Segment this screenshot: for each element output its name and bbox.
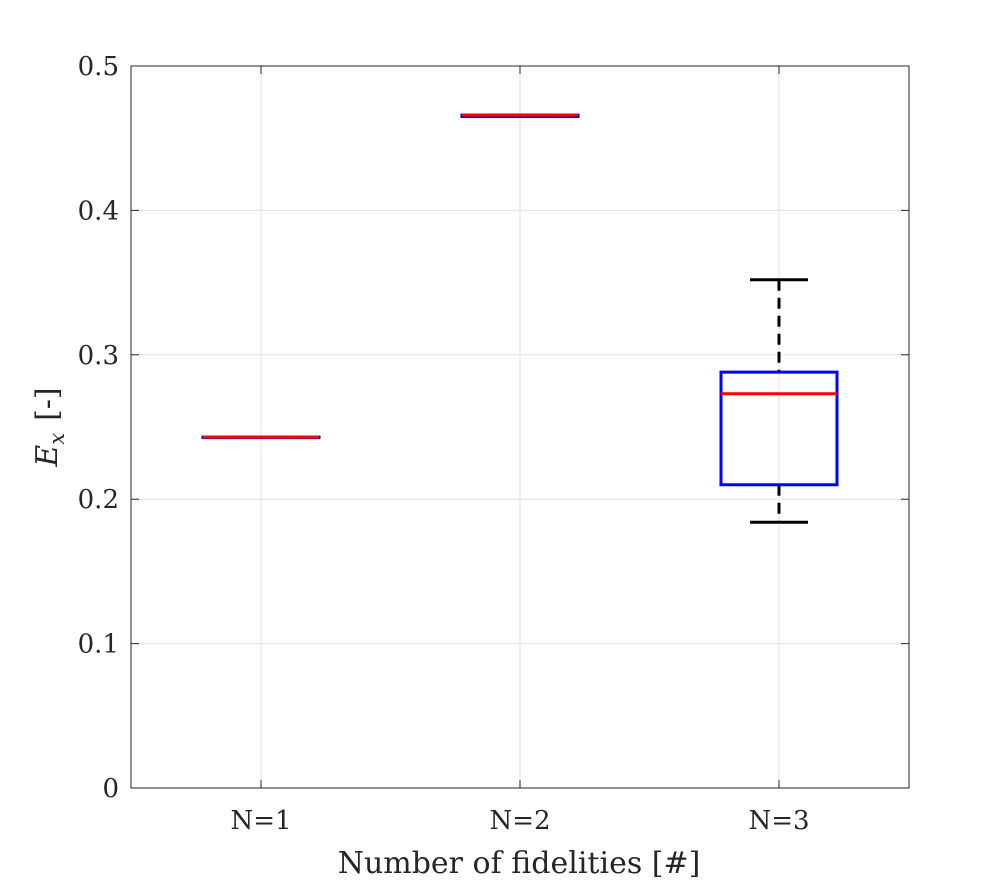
axis-ticks: 0 0.1 0.2 0.3 0.4 0.5 N=1 N=2 N=3	[78, 52, 909, 836]
y-tick-label: 0	[102, 774, 119, 804]
x-tick-label: N=1	[230, 806, 291, 836]
y-tick-label: 0.1	[78, 630, 119, 660]
y-axis-symbol: E	[30, 445, 65, 468]
y-tick-label: 0.2	[78, 485, 119, 515]
y-axis-subscript: x	[45, 433, 69, 445]
y-tick-label: 0.5	[78, 52, 119, 82]
x-tick-label: N=2	[489, 806, 550, 836]
y-axis-unit: [-]	[30, 387, 65, 421]
grid-lines	[131, 65, 909, 789]
y-tick-label: 0.3	[78, 341, 119, 371]
y-axis-title: Ex [-]	[30, 387, 69, 467]
box-series	[201, 113, 839, 524]
y-tick-label: 0.4	[78, 196, 119, 226]
box-group	[719, 278, 839, 524]
box-group	[460, 113, 580, 119]
box-group	[201, 435, 321, 440]
x-tick-label: N=3	[748, 806, 809, 836]
x-axis-title: Number of fidelities [#]	[338, 846, 701, 881]
iqr-box	[719, 370, 839, 487]
